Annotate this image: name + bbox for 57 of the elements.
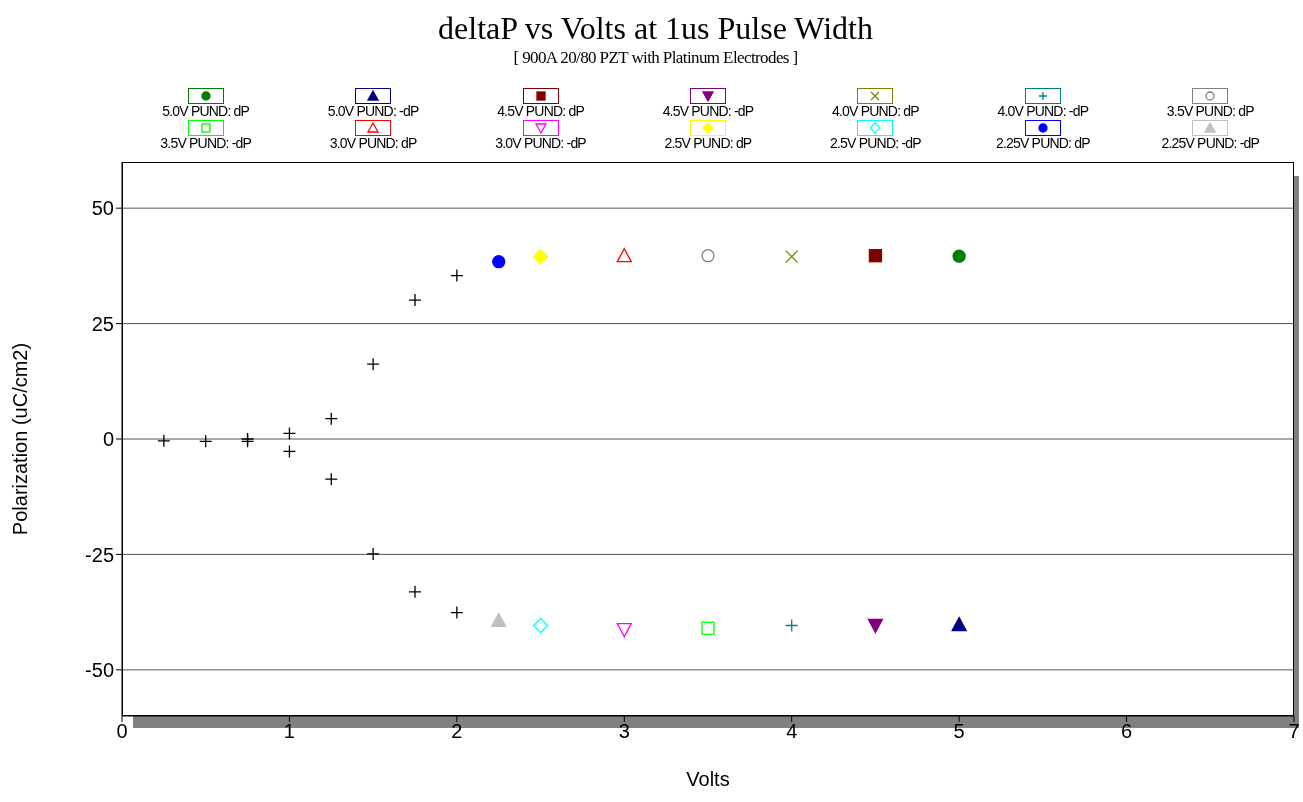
point [157,434,171,448]
point [867,618,884,634]
point [199,434,213,448]
point [616,248,632,263]
point [282,444,297,459]
x-tick-label: 6 [1121,720,1133,743]
y-tick-label: -50 [85,658,114,681]
point [450,268,464,283]
x-tick-label: 7 [1288,720,1300,743]
point [366,357,380,371]
legend-label: 4.5V PUND: dP [497,103,584,119]
x-tick-label: 3 [618,720,630,743]
point [532,248,549,265]
legend-label: 5.0V PUND: dP [162,103,250,119]
point [785,249,799,264]
legend-label: 4.5V PUND: -dP [662,103,754,119]
point [701,621,715,635]
x-tick-label: 1 [283,720,295,743]
y-tick-label: 0 [102,428,114,451]
x-tick-label: 2 [451,720,463,743]
legend-label: 3.5V PUND: -dP [160,135,252,151]
legend-label: 3.0V PUND: -dP [495,135,586,151]
legend-label: 2.5V PUND: dP [664,135,752,151]
point [868,249,883,263]
chart-title: deltaP vs Volts at 1us Pulse Width [437,10,874,47]
point [532,617,549,634]
point [785,618,799,633]
point [492,255,506,269]
point [366,547,380,561]
legend-label: 2.25V PUND: dP [995,135,1090,151]
point [282,426,297,441]
point [450,605,464,620]
y-axis-title: Polarization (uC/cm2) [9,342,32,536]
point [324,472,338,486]
legend-label: 3.5V PUND: dP [1166,103,1254,119]
x-tick-label: 4 [786,720,798,743]
legend-label: 2.5V PUND: -dP [830,135,921,151]
x-tick-label: 0 [116,720,128,743]
x-axis-title: Volts [686,768,730,790]
legend-label: 4.0V PUND: dP [831,103,919,119]
point [616,623,632,638]
legend-label: 3.0V PUND: dP [329,135,417,151]
point [952,249,966,263]
point [408,293,422,307]
point [701,249,715,263]
legend-label: 4.0V PUND: -dP [997,103,1089,119]
chart-subtitle: [ 900A 20/80 PZT with Platinum Electrodes ] [512,48,799,68]
legend-label: 5.0V PUND: -dP [327,103,419,119]
point [491,612,507,628]
y-tick-label: 25 [91,312,114,335]
point [324,412,338,426]
x-tick-label: 5 [953,720,965,743]
point [408,585,422,599]
y-tick-label: -25 [85,543,114,566]
y-tick-label: 50 [91,197,114,220]
legend-label: 2.25V PUND: -dP [1161,135,1260,151]
point [951,616,967,632]
